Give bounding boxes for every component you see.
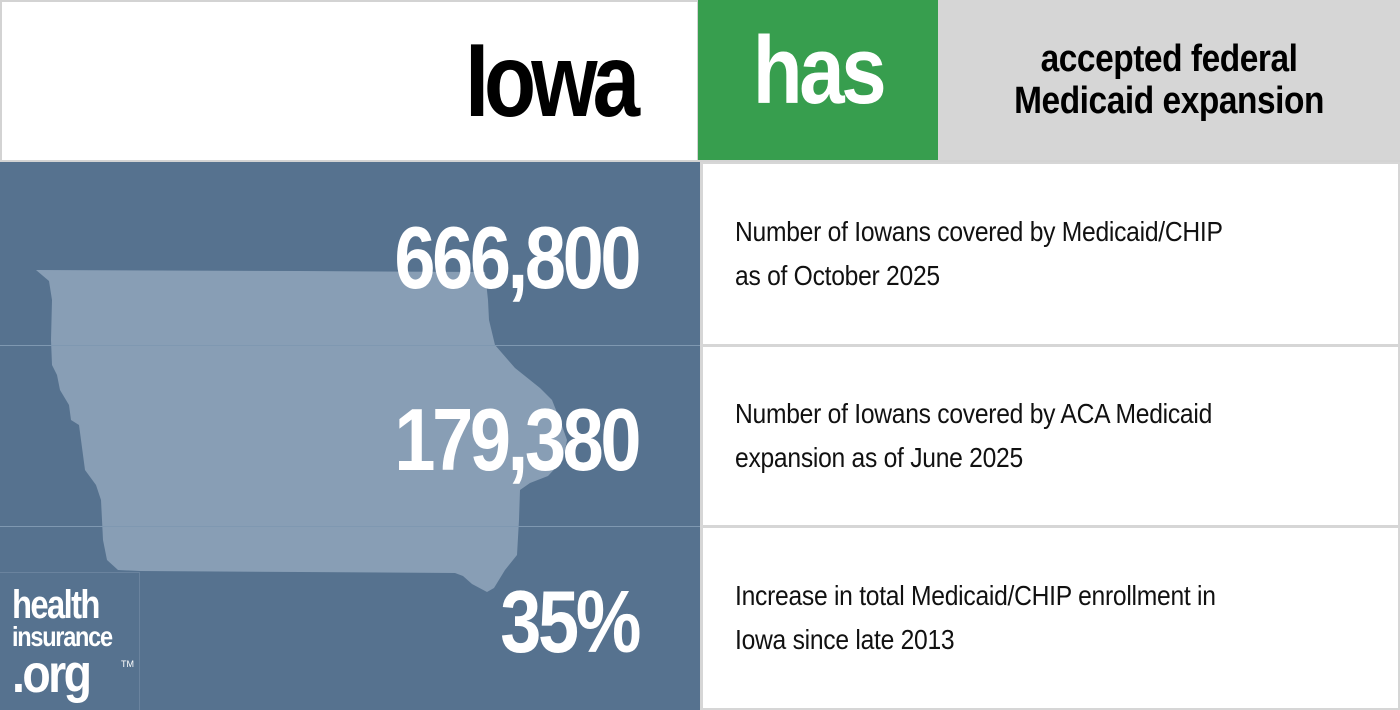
status-line-1: accepted federal xyxy=(1040,38,1298,80)
state-header-cell: Iowa xyxy=(2,2,697,160)
description-line-2: Iowa since late 2013 xyxy=(735,624,955,655)
expansion-status-description: accepted federal Medicaid expansion xyxy=(938,0,1400,160)
logo-line-health: health xyxy=(12,583,100,627)
expansion-status-word: has xyxy=(752,17,887,124)
status-line-2: Medicaid expansion xyxy=(1014,80,1324,122)
stat-value-total-enrollment: 666,800 xyxy=(394,208,641,307)
description-text: Number of Iowans covered by Medicaid/CHI… xyxy=(735,210,1223,298)
row-divider xyxy=(0,345,700,346)
description-text: Increase in total Medicaid/CHIP enrollme… xyxy=(735,574,1216,662)
stat-value-expansion-enrollment: 179,380 xyxy=(394,390,641,489)
description-row: Number of Iowans covered by ACA Medicaid… xyxy=(703,347,1398,525)
row-divider xyxy=(0,526,700,527)
description-text: Number of Iowans covered by ACA Medicaid… xyxy=(735,392,1212,480)
description-row: Increase in total Medicaid/CHIP enrollme… xyxy=(703,528,1398,708)
description-line-2: as of October 2025 xyxy=(735,260,940,291)
expansion-status-badge: has xyxy=(698,0,938,160)
logo-line-org: .org xyxy=(12,644,92,704)
description-line-1: Increase in total Medicaid/CHIP enrollme… xyxy=(735,580,1216,611)
expansion-status-text: accepted federal Medicaid expansion xyxy=(1014,38,1324,122)
stat-value-enrollment-increase: 35% xyxy=(500,572,641,671)
stats-descriptions-panel: Number of Iowans covered by Medicaid/CHI… xyxy=(700,162,1400,710)
state-name: Iowa xyxy=(465,23,640,139)
logo-line-insurance: insurance xyxy=(12,621,113,652)
stats-values-panel: 666,800 179,380 35% health insurance .or… xyxy=(0,162,700,710)
description-line-1: Number of Iowans covered by ACA Medicaid xyxy=(735,398,1213,429)
description-line-2: expansion as of June 2025 xyxy=(735,442,1023,473)
description-line-1: Number of Iowans covered by Medicaid/CHI… xyxy=(735,216,1223,247)
healthinsurance-org-logo: health insurance .org TM xyxy=(0,572,140,710)
iowa-map-icon xyxy=(36,270,567,592)
trademark-symbol: TM xyxy=(121,659,134,669)
description-row: Number of Iowans covered by Medicaid/CHI… xyxy=(703,164,1398,344)
